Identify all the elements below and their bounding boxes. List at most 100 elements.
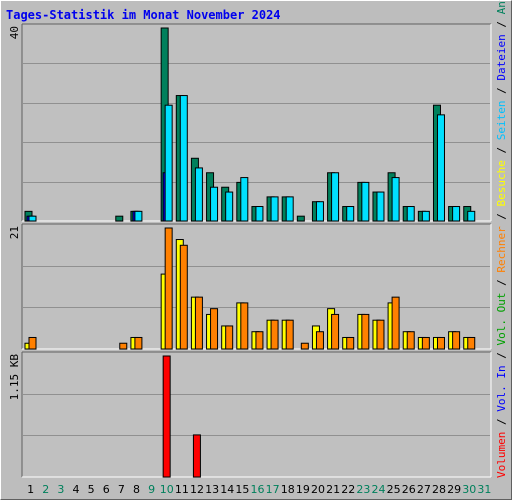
x-axis-day-label: 10: [160, 483, 174, 496]
bar-pages: [285, 196, 294, 222]
chart-title: Tages-Statistik im Monat November 2024: [6, 8, 281, 22]
bar-pages: [391, 177, 400, 222]
x-axis-day-label: 25: [387, 483, 401, 496]
bar-sites: [285, 319, 294, 350]
bar-pages: [467, 210, 476, 222]
y-axis-max-label: 21: [8, 226, 21, 239]
bar-sites: [164, 227, 173, 350]
bar-sites: [194, 296, 203, 350]
bar-pages: [376, 191, 385, 222]
x-axis-day-label: 19: [296, 483, 310, 496]
x-axis-day-label: 22: [341, 483, 355, 496]
bar-sites: [225, 325, 234, 350]
legend-entry: Vol. Out: [495, 292, 508, 346]
legend-entry: /: [495, 272, 508, 293]
y-axis-max-label: 1.15 KB: [8, 354, 21, 401]
legend-entry: Dateien: [495, 34, 508, 81]
legend-entry: Anfragen: [495, 0, 508, 14]
bar-pages: [194, 167, 203, 222]
bar-sites: [376, 319, 385, 350]
x-axis-day-label: 24: [372, 483, 386, 496]
bar-pages: [452, 206, 461, 222]
x-axis-day-label: 8: [133, 483, 140, 496]
legend-entry: Besuche: [495, 160, 508, 207]
x-axis-day-label: 16: [251, 483, 265, 496]
x-axis-day-label: 17: [266, 483, 280, 496]
bar-pages: [255, 206, 264, 222]
bar-sites: [467, 336, 476, 350]
x-axis-day-label: 15: [235, 483, 249, 496]
bar-sites: [255, 331, 264, 350]
x-axis-day-label: 11: [175, 483, 189, 496]
bar-sites: [452, 331, 461, 350]
legend-entry: /: [495, 80, 508, 101]
x-axis-day-label: 28: [432, 483, 446, 496]
x-axis-day-label: 26: [402, 483, 416, 496]
legend-entry: Rechner: [495, 226, 508, 273]
bar-pages: [164, 104, 173, 222]
legend-entry: Volumen: [495, 431, 508, 478]
bar-sites: [391, 296, 400, 350]
bar-sites: [134, 336, 143, 350]
bar-pages: [210, 186, 219, 222]
x-axis-day-label: 5: [88, 483, 95, 496]
bar-volume: [162, 355, 171, 478]
bar-pages: [436, 114, 445, 222]
legend-entry: Vol. In: [495, 365, 508, 412]
bar-sites: [270, 319, 279, 350]
x-axis-day-label: 23: [356, 483, 370, 496]
x-axis-day-label: 1: [27, 483, 34, 496]
bar-sites: [361, 313, 370, 350]
bar-sites: [210, 308, 219, 350]
bar-sites: [300, 342, 309, 350]
bar-pages: [315, 201, 324, 222]
bar-sites: [179, 244, 188, 350]
bar-pages: [240, 177, 249, 222]
x-axis-day-label: 18: [281, 483, 295, 496]
panel-background: [22, 224, 491, 349]
bar-pages: [225, 191, 234, 222]
bar-pages: [331, 172, 340, 222]
legend-entry: /: [495, 411, 508, 432]
panel-background: [22, 352, 491, 477]
legend-entry: /: [495, 140, 508, 161]
bar-sites: [331, 313, 340, 350]
bar-sites: [436, 336, 445, 350]
legend-entry: Seiten: [495, 100, 508, 141]
bar-pages: [134, 210, 143, 222]
bar-pages: [346, 206, 355, 222]
x-axis-day-label: 4: [72, 483, 79, 496]
bar-pages: [28, 215, 37, 222]
x-axis-day-label: 9: [148, 483, 155, 496]
bar-pages: [179, 95, 188, 222]
bar-sites: [28, 336, 37, 350]
bar-sites: [346, 336, 355, 350]
x-axis-day-label: 2: [42, 483, 49, 496]
bar-hits: [115, 215, 124, 222]
x-axis-day-label: 3: [57, 483, 64, 496]
legend: Volumen / Vol. In / Vol. Out / Rechner /…: [493, 0, 511, 478]
x-axis-day-label: 7: [118, 483, 125, 496]
x-axis-day-label: 21: [326, 483, 340, 496]
legend-entry: /: [495, 345, 508, 366]
x-axis-day-label: 29: [447, 483, 461, 496]
x-axis-day-label: 13: [205, 483, 219, 496]
legend-text: Volumen / Vol. In / Vol. Out / Rechner /…: [493, 0, 511, 478]
bar-sites: [421, 336, 430, 350]
x-axis-day-label: 6: [103, 483, 110, 496]
x-axis-day-label: 12: [190, 483, 204, 496]
bar-sites: [240, 302, 249, 350]
bar-sites: [406, 331, 415, 350]
bar-pages: [406, 206, 415, 222]
bar-volume: [192, 434, 201, 478]
bar-sites: [119, 342, 128, 350]
bar-pages: [361, 181, 370, 222]
bar-hits: [296, 215, 305, 222]
x-axis-day-label: 20: [311, 483, 325, 496]
x-axis-day-label: 31: [477, 483, 491, 496]
x-axis-day-label: 30: [462, 483, 476, 496]
bar-sites: [315, 331, 324, 350]
legend-entry: /: [495, 14, 508, 35]
bar-pages: [270, 196, 279, 222]
